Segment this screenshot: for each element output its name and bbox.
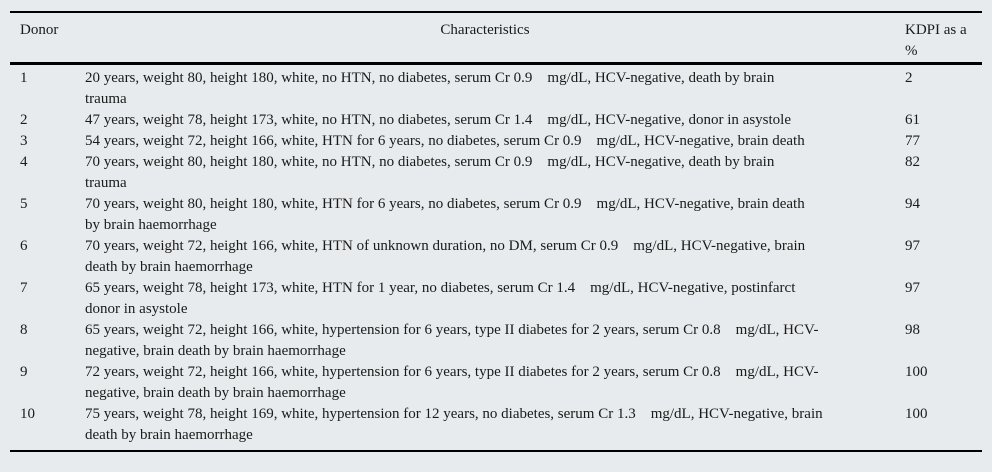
donor-kdpi-table: Donor Characteristics KDPI as a % 1 20 y… [10,11,982,452]
donor-characteristics: 65 years, weight 78, height 173, white, … [85,280,796,317]
table-body: 1 20 years, weight 80, height 180, white… [10,64,982,452]
table-header: Donor Characteristics KDPI as a % [10,12,982,64]
donor-number: 10 [20,406,35,422]
table-row: 2 47 years, weight 78, height 173, white… [10,110,982,131]
kdpi-value: 98 [905,322,920,338]
donor-number: 6 [20,238,28,254]
donor-number: 9 [20,364,28,380]
donor-characteristics: 72 years, weight 72, height 166, white, … [85,364,819,401]
donor-number: 5 [20,196,28,212]
table-row: 8 65 years, weight 72, height 166, white… [10,320,982,362]
donor-number: 1 [20,70,28,86]
kdpi-value: 100 [905,406,928,422]
header-row: Donor Characteristics KDPI as a % [10,12,982,64]
donor-number: 7 [20,280,28,296]
donor-number: 4 [20,154,28,170]
kdpi-value: 2 [905,70,913,86]
column-header-kdpi: KDPI as a % [905,12,982,64]
donor-characteristics: 65 years, weight 72, height 166, white, … [85,322,819,359]
kdpi-value: 61 [905,112,920,128]
table-row: 1 20 years, weight 80, height 180, white… [10,64,982,111]
kdpi-value: 94 [905,196,920,212]
donor-characteristics: 70 years, weight 80, height 180, white, … [85,196,805,233]
column-header-donor: Donor [20,22,59,38]
table-row: 10 75 years, weight 78, height 169, whit… [10,404,982,451]
kdpi-value: 82 [905,154,920,170]
table-row: 4 70 years, weight 80, height 180, white… [10,152,982,194]
kdpi-value: 100 [905,364,928,380]
donor-characteristics: 70 years, weight 80, height 180, white, … [85,154,775,191]
kdpi-value: 97 [905,238,920,254]
donor-number: 8 [20,322,28,338]
kdpi-value: 97 [905,280,920,296]
donor-table: Donor Characteristics KDPI as a % 1 20 y… [10,11,982,452]
table-row: 7 65 years, weight 78, height 173, white… [10,278,982,320]
table-row: 9 72 years, weight 72, height 166, white… [10,362,982,404]
column-header-characteristics: Characteristics [440,22,530,38]
donor-characteristics: 75 years, weight 78, height 169, white, … [85,406,823,443]
donor-characteristics: 54 years, weight 72, height 166, white, … [85,133,805,149]
column-header-kdpi-label: KDPI as a % [905,22,967,59]
donor-number: 2 [20,112,28,128]
donor-characteristics: 70 years, weight 72, height 166, white, … [85,238,806,275]
table-row: 6 70 years, weight 72, height 166, white… [10,236,982,278]
donor-number: 3 [20,133,28,149]
table-row: 5 70 years, weight 80, height 180, white… [10,194,982,236]
table-row: 3 54 years, weight 72, height 166, white… [10,131,982,152]
donor-characteristics: 20 years, weight 80, height 180, white, … [85,70,775,107]
kdpi-value: 77 [905,133,920,149]
donor-characteristics: 47 years, weight 78, height 173, white, … [85,112,792,128]
